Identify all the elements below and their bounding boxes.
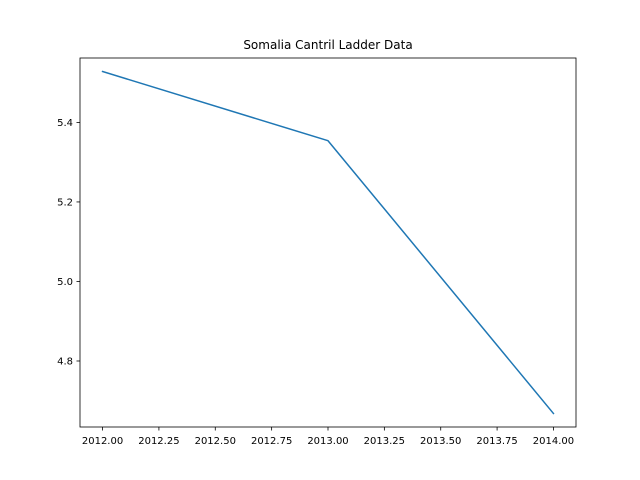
y-axis: 4.8 5.0 5.2 5.4 bbox=[57, 118, 80, 367]
plot-frame bbox=[79, 57, 577, 428]
x-tick-label: 2012.75 bbox=[251, 436, 292, 447]
y-tick-label: 5.0 bbox=[57, 277, 73, 288]
x-tick-label: 2012.25 bbox=[138, 436, 179, 447]
x-tick-label: 2013.25 bbox=[364, 436, 405, 447]
y-tick-label: 5.2 bbox=[57, 197, 73, 208]
y-tick-label: 4.8 bbox=[57, 356, 73, 367]
x-tick-label: 2012.50 bbox=[195, 436, 236, 447]
x-axis: 2012.00 2012.25 2012.50 2012.75 2013.00 2013.… bbox=[82, 427, 574, 447]
series-line-0 bbox=[101, 70, 555, 415]
x-tick-label: 2014.00 bbox=[533, 436, 574, 447]
series-layer bbox=[101, 70, 555, 415]
plot-area bbox=[80, 58, 576, 427]
x-tick-label: 2012.00 bbox=[82, 436, 123, 447]
x-tick-label: 2013.75 bbox=[476, 436, 517, 447]
y-tick-label: 5.4 bbox=[57, 118, 73, 129]
x-tick-label: 2013.00 bbox=[307, 436, 348, 447]
chart-title: Somalia Cantril Ladder Data bbox=[243, 38, 412, 52]
x-tick-label: 2013.50 bbox=[420, 436, 461, 447]
